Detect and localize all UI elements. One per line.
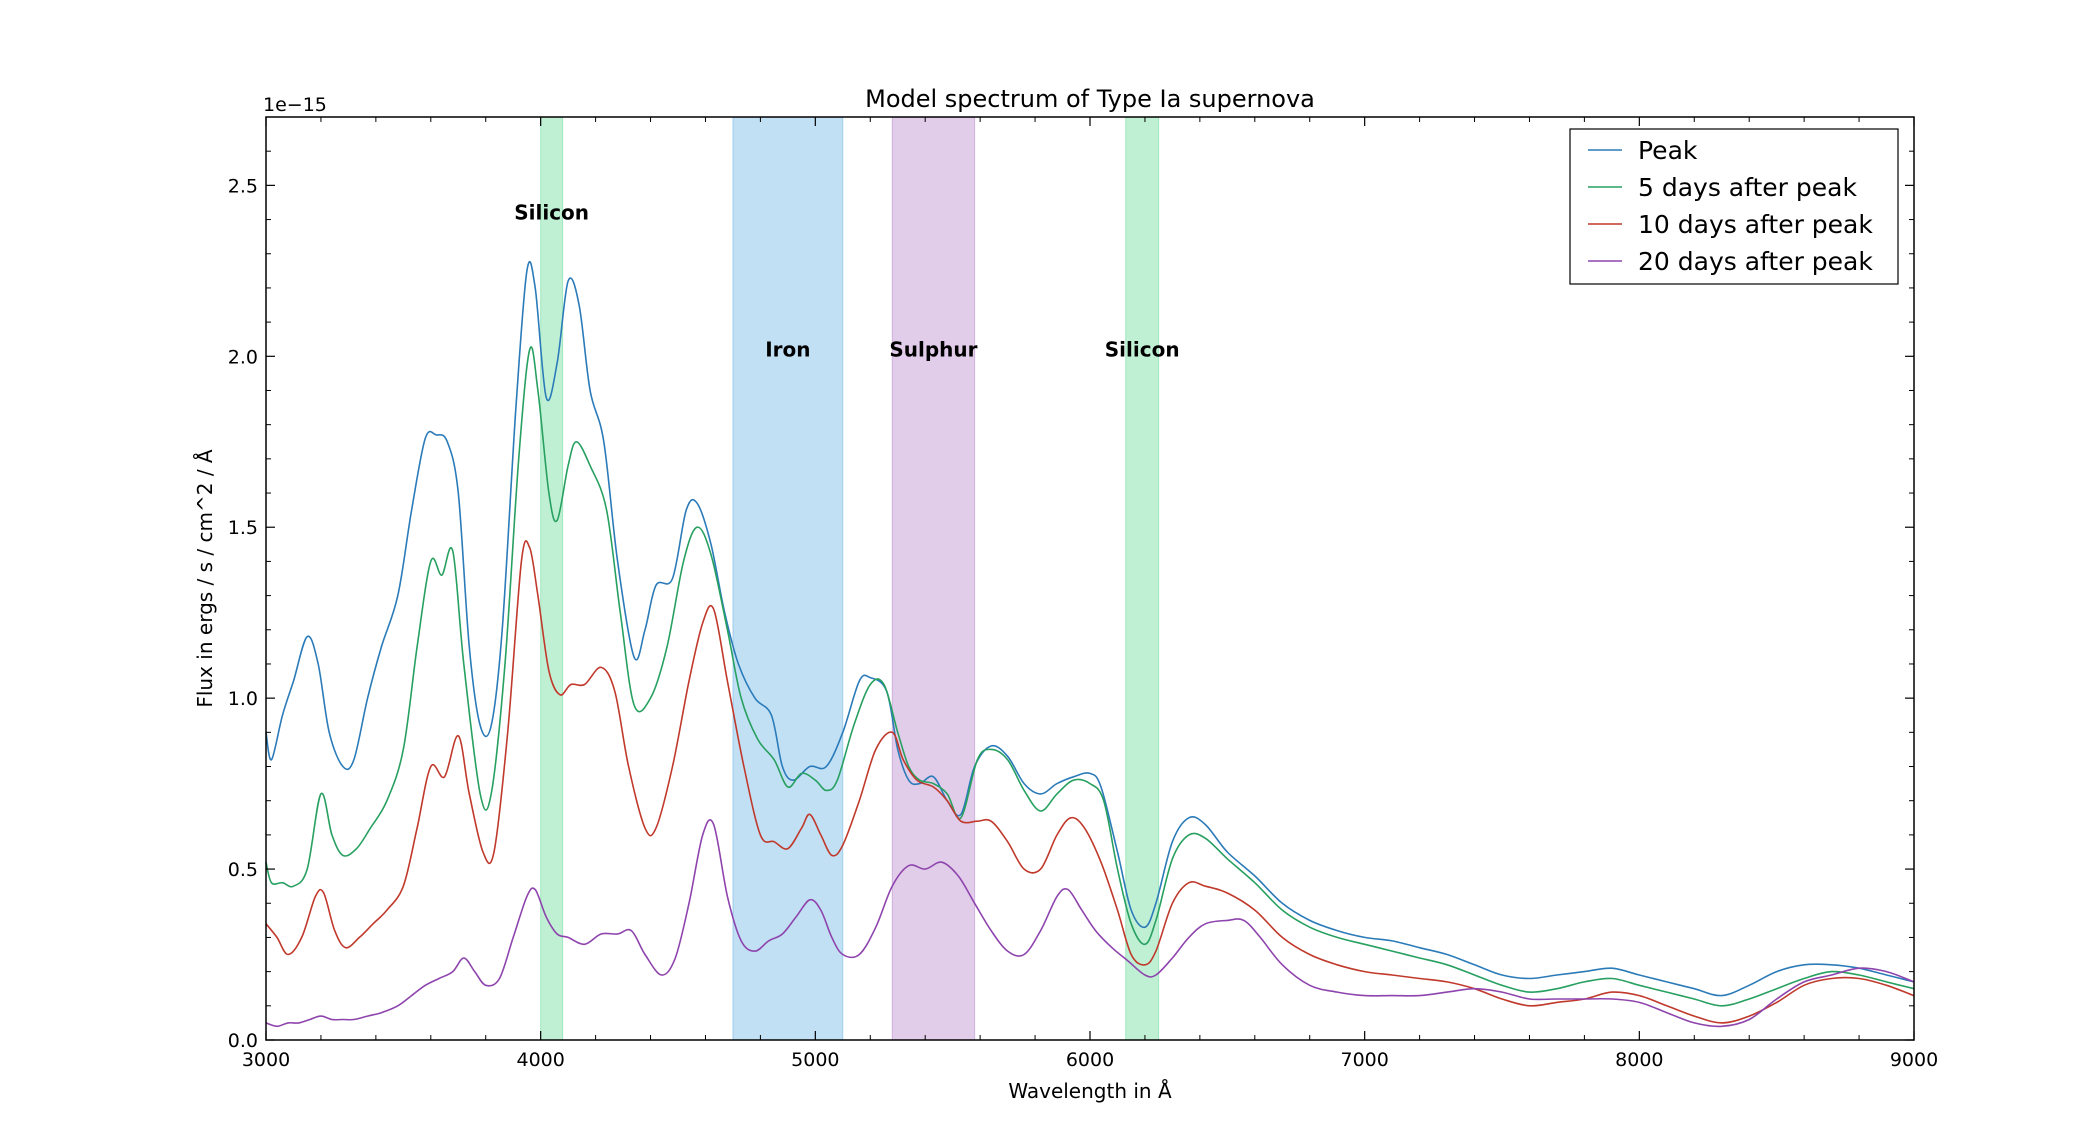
band-label-sulphur-2: Sulphur bbox=[889, 337, 977, 361]
x-tick-label: 8000 bbox=[1615, 1049, 1663, 1071]
band-silicon-3 bbox=[1125, 116, 1160, 1041]
band-iron-1 bbox=[732, 116, 844, 1041]
series-layer bbox=[265, 261, 1915, 1028]
x-axis-label: Wavelength in Å bbox=[1008, 1079, 1172, 1103]
legend-label-3: 20 days after peak bbox=[1638, 247, 1873, 276]
x-tick-label: 4000 bbox=[516, 1049, 564, 1071]
ticks-layer: 3000 4000 5000 6000 7000 8000 9000 0.0 0.5 1.0 1.5… bbox=[228, 117, 1938, 1071]
y-tick-label: 2.5 bbox=[228, 175, 258, 197]
x-tick-label: 5000 bbox=[791, 1049, 839, 1071]
legend: Peak 5 days after peak 10 days after peak 2… bbox=[1569, 128, 1899, 285]
legend-frame bbox=[1569, 128, 1899, 285]
legend-label-0: Peak bbox=[1638, 136, 1698, 165]
band-label-silicon-3: Silicon bbox=[1105, 337, 1180, 361]
legend-label-1: 5 days after peak bbox=[1638, 173, 1857, 202]
y-axis-label: Flux in ergs / s / cm^2 / Å bbox=[193, 449, 217, 708]
series-line-2 bbox=[265, 540, 1915, 1024]
band-label-iron-1: Iron bbox=[765, 337, 810, 361]
y-tick-label: 0.0 bbox=[228, 1030, 258, 1052]
bands-layer bbox=[540, 116, 1160, 1041]
band-labels-layer: Silicon Iron Sulphur Silicon bbox=[514, 201, 1179, 362]
y-tick-label: 2.0 bbox=[228, 346, 258, 368]
y-tick-label: 0.5 bbox=[228, 859, 258, 881]
series-line-1 bbox=[265, 346, 1915, 1007]
x-tick-label: 3000 bbox=[242, 1049, 290, 1071]
y-offset-label: 1e−15 bbox=[263, 94, 327, 116]
y-tick-label: 1.5 bbox=[228, 517, 258, 539]
series-line-0 bbox=[265, 261, 1915, 997]
y-tick-label: 1.0 bbox=[228, 688, 258, 710]
series-line-3 bbox=[265, 819, 1915, 1028]
band-silicon-0 bbox=[540, 116, 564, 1041]
legend-label-2: 10 days after peak bbox=[1638, 210, 1873, 239]
band-sulphur-2 bbox=[891, 116, 976, 1041]
x-tick-label: 7000 bbox=[1340, 1049, 1388, 1071]
x-tick-label: 6000 bbox=[1066, 1049, 1114, 1071]
band-label-silicon-0: Silicon bbox=[514, 201, 589, 225]
chart-title: Model spectrum of Type Ia supernova bbox=[865, 85, 1315, 113]
x-tick-label: 9000 bbox=[1890, 1049, 1938, 1071]
